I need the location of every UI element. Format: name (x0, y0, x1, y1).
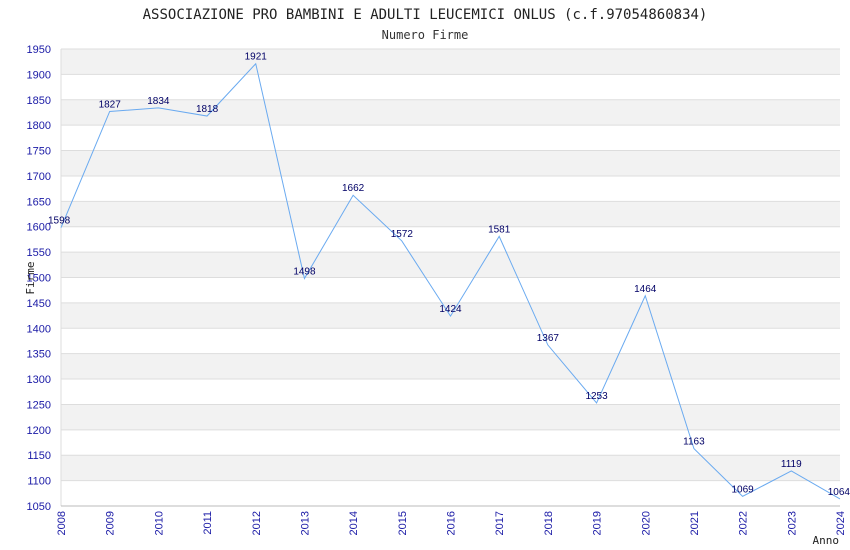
y-tick-label: 1050 (27, 501, 51, 513)
x-tick-label: 2017 (494, 511, 506, 535)
x-tick-label: 2010 (153, 511, 165, 535)
x-tick-label: 2014 (348, 511, 360, 535)
y-axis-label: Firme (24, 261, 37, 294)
y-tick-label: 1350 (27, 349, 51, 361)
data-label: 1818 (196, 104, 219, 115)
x-tick-label: 2013 (299, 511, 311, 535)
y-tick-label: 1650 (27, 196, 51, 208)
series-line (60, 62, 841, 500)
data-label: 1581 (488, 224, 511, 235)
x-tick-label: 2020 (640, 511, 652, 535)
grid-band (61, 49, 840, 75)
x-tick-label: 2023 (786, 511, 798, 535)
grid-band (61, 99, 840, 126)
y-tick-label: 1200 (27, 425, 51, 437)
y-tick-label: 1550 (27, 247, 51, 259)
grid-band (61, 201, 840, 227)
grid-band (61, 150, 840, 176)
data-label: 1119 (781, 459, 802, 470)
y-tick-label: 1900 (27, 69, 51, 81)
data-label: 1827 (99, 99, 122, 110)
x-tick-label: 2008 (56, 511, 68, 535)
y-tick-label: 1950 (27, 44, 51, 56)
x-tick-label: 2011 (202, 511, 214, 535)
y-tick-label: 1500 (27, 273, 51, 285)
x-tick-label: 2009 (105, 511, 117, 535)
x-axis-label: Anno (813, 534, 840, 547)
x-tick-label: 2019 (592, 511, 604, 535)
grid-lines (60, 48, 840, 507)
data-label: 1163 (683, 437, 705, 448)
y-tick-label: 1150 (27, 450, 51, 462)
data-labels: 1598 1827 1834 1818 1921 1498 1662 1572 1424 1581… (48, 52, 850, 498)
y-tick-label: 1800 (27, 120, 51, 132)
y-tick-label: 1600 (27, 222, 51, 234)
chart-subtitle: Numero Firme (382, 28, 469, 42)
y-tick-label: 1850 (27, 95, 51, 107)
grid-band (61, 252, 840, 278)
data-label: 1424 (439, 304, 462, 315)
y-tick-label: 1700 (27, 171, 51, 183)
chart-title: ASSOCIAZIONE PRO BAMBINI E ADULTI LEUCEM… (143, 7, 708, 23)
grid-band (61, 353, 840, 380)
y-tick-label: 1400 (27, 323, 51, 335)
data-label: 1498 (293, 267, 316, 278)
data-label: 1253 (585, 391, 608, 402)
x-axis-ticks: 2008 2009 2010 2011 2012 2013 2014 2015 2016 2017… (56, 511, 847, 535)
data-label: 1662 (342, 183, 365, 194)
grid-bands (61, 49, 840, 481)
grid-band (61, 455, 840, 481)
y-tick-label: 1300 (27, 374, 51, 386)
data-label: 1464 (634, 284, 657, 295)
x-tick-label: 2021 (689, 511, 701, 535)
y-axis-ticks: 1050 1100 1150 1200 1250 1300 1350 1400 1450 1500… (27, 44, 51, 513)
data-label: 1069 (732, 484, 755, 495)
data-label: 1064 (828, 487, 850, 498)
y-tick-label: 1450 (27, 298, 51, 310)
data-label: 1921 (245, 52, 268, 63)
x-tick-label: 2018 (543, 511, 555, 535)
x-tick-label: 2024 (835, 511, 847, 535)
grid-band (61, 404, 840, 430)
y-tick-label: 1100 (27, 476, 51, 488)
data-label: 1598 (48, 216, 71, 227)
x-tick-label: 2022 (738, 511, 750, 535)
x-tick-label: 2012 (251, 511, 263, 535)
y-tick-label: 1250 (27, 399, 51, 411)
data-label: 1367 (537, 333, 560, 344)
data-label: 1572 (391, 229, 414, 240)
data-label: 1834 (147, 96, 170, 107)
y-tick-label: 1750 (27, 146, 51, 158)
x-tick-label: 2015 (397, 511, 409, 535)
x-tick-label: 2016 (446, 511, 458, 535)
